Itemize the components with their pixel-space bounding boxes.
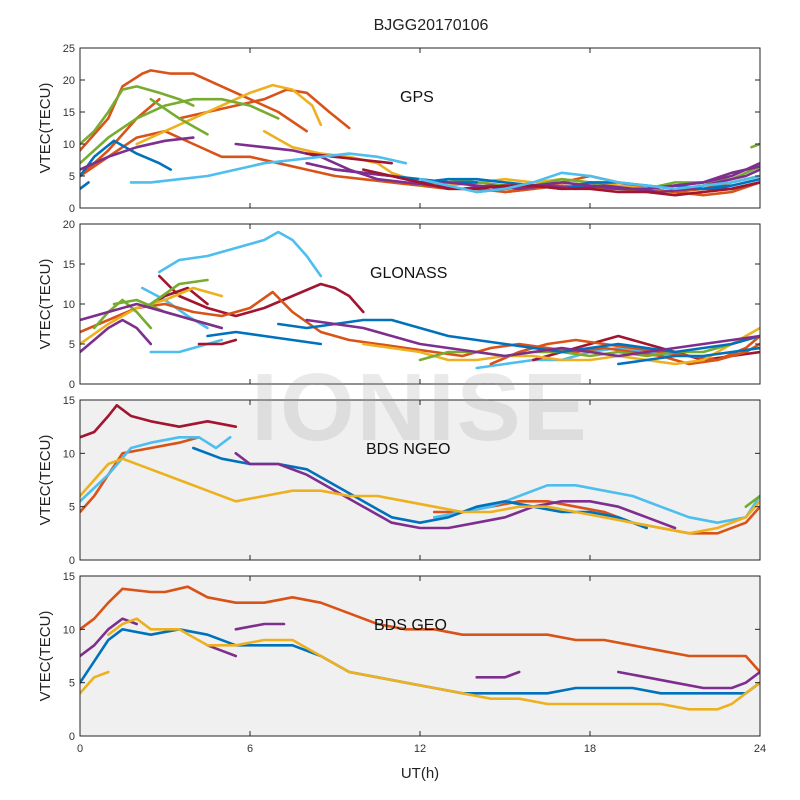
series-line-10	[489, 334, 760, 366]
x-tick-label: 12	[414, 743, 426, 755]
series-line-7	[197, 338, 238, 346]
series-line-18	[277, 318, 760, 354]
y-tick-label: 10	[63, 448, 75, 460]
y-axis-label: VTEC(TECU)	[37, 83, 54, 174]
figure-title: BJGG20170106	[374, 17, 489, 34]
series-line-25	[418, 171, 760, 194]
series-line-24	[129, 152, 408, 184]
y-tick-label: 15	[63, 107, 75, 119]
y-tick-label: 15	[63, 259, 75, 271]
y-tick-label: 20	[63, 219, 75, 231]
series-line-6	[475, 670, 521, 679]
y-tick-label: 0	[69, 731, 75, 743]
panel-4: 0 5 10 15 0 6 12 18 24 VTEC(TECU) BDS GEO	[37, 571, 766, 755]
series-line-7	[617, 670, 760, 690]
series-line-1	[158, 230, 323, 278]
series-group	[80, 404, 760, 535]
series-line-10	[149, 97, 209, 136]
y-axis-label: VTEC(TECU)	[37, 611, 54, 702]
x-tick-label: 6	[247, 743, 253, 755]
series-line-8	[80, 670, 110, 695]
panel-label: GLONASS	[370, 265, 447, 282]
series-line-9	[107, 617, 760, 711]
series-line-20	[80, 318, 153, 354]
series-line-5	[432, 484, 760, 524]
y-tick-label: 0	[69, 379, 75, 391]
series-line-8	[80, 457, 760, 535]
series-line-5	[158, 274, 365, 318]
series-line-9	[744, 494, 760, 508]
y-tick-label: 5	[69, 678, 75, 690]
y-tick-label: 10	[63, 624, 75, 636]
panel-1: 0 5 10 15 20 25 VTEC(TECU) GPS	[37, 43, 761, 215]
series-line-14	[80, 181, 90, 191]
panel-background	[80, 576, 760, 736]
series-line-17	[206, 330, 323, 346]
panel-background	[80, 224, 760, 384]
y-tick-label: 5	[69, 171, 75, 183]
series-line-22	[305, 152, 393, 165]
panels: 0 5 10 15 20 25 VTEC(TECU) GPS 0 5 10 15 20 VTEC(TECU…	[37, 43, 766, 755]
series-line-13	[92, 298, 153, 330]
series-line-1	[80, 404, 238, 439]
watermark: IONISE	[251, 354, 588, 461]
series-line-23	[362, 168, 760, 197]
y-tick-label: 5	[69, 502, 75, 514]
y-tick-label: 5	[69, 339, 75, 351]
y-tick-label: 15	[63, 571, 75, 583]
y-tick-label: 15	[63, 395, 75, 407]
x-tick-label: 24	[754, 743, 766, 755]
panel-2: 0 5 10 15 20 VTEC(TECU) GLONASS	[37, 219, 761, 391]
series-line-12	[750, 142, 760, 149]
series-line-21	[673, 165, 760, 187]
series-line-13	[80, 139, 172, 178]
series-line-7	[234, 452, 677, 530]
y-tick-label: 10	[63, 139, 75, 151]
x-axis-label: UT(h)	[401, 765, 439, 782]
panel-3: 0 5 10 15 VTEC(TECU) BDS NGEO	[37, 395, 761, 567]
series-line-5	[234, 622, 286, 631]
series-line-8	[80, 85, 195, 146]
panel-label: GPS	[400, 89, 434, 106]
series-line-3	[149, 338, 223, 354]
series-line-21	[80, 302, 223, 330]
series-line-18	[80, 136, 195, 171]
y-tick-label: 0	[69, 555, 75, 567]
series-group	[80, 585, 760, 711]
y-tick-label: 0	[69, 203, 75, 215]
series-line-4	[80, 436, 232, 503]
series-line-19	[234, 142, 760, 194]
series-line-4	[206, 644, 238, 658]
series-line-2	[80, 436, 201, 514]
series-line-12	[362, 326, 760, 366]
x-tick-label: 0	[77, 743, 83, 755]
series-line-19	[617, 346, 760, 366]
series-group	[80, 230, 760, 370]
y-axis-label: VTEC(TECU)	[37, 259, 54, 350]
series-line-6	[135, 83, 323, 146]
y-tick-label: 10	[63, 299, 75, 311]
series-line-3	[80, 617, 138, 658]
y-tick-label: 20	[63, 75, 75, 87]
series-line-14	[149, 278, 209, 306]
panel-label: BDS NGEO	[366, 441, 450, 458]
panel-label: BDS GEO	[374, 617, 447, 634]
y-axis-label: VTEC(TECU)	[37, 435, 54, 526]
y-tick-label: 25	[63, 43, 75, 55]
series-group	[80, 69, 760, 197]
series-line-1	[80, 585, 760, 674]
x-tick-label: 18	[584, 743, 596, 755]
series-line-22	[305, 318, 760, 358]
panel-background	[80, 400, 760, 560]
series-line-4	[475, 346, 677, 370]
series-line-9	[80, 97, 280, 165]
